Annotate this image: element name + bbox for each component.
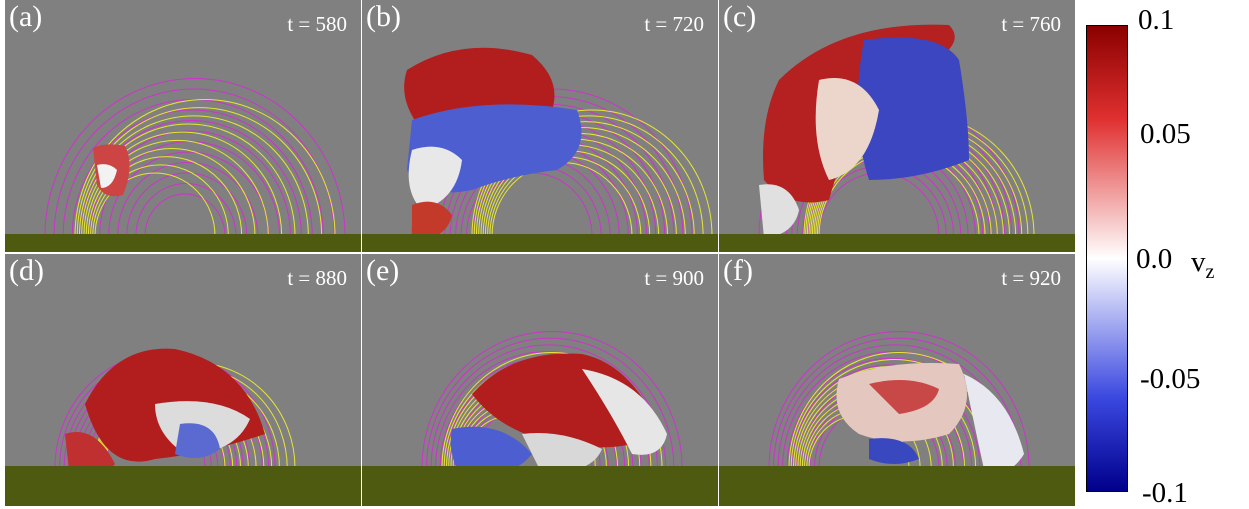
colorbar-title: vz (1191, 247, 1214, 287)
colorbar-tick: -0.05 (1140, 363, 1201, 395)
colorbar-tick: 0.05 (1140, 118, 1191, 150)
colorbar-title-sub: z (1205, 260, 1215, 283)
time-label: t = 580 (287, 12, 347, 36)
colorbar-tick: 0.1 (1138, 4, 1175, 36)
panel-label: (d) (9, 254, 44, 287)
panel-c: (c) t = 760 (719, 0, 1075, 252)
colorbar-gradient (1087, 26, 1127, 491)
simulation-image (362, 331, 718, 506)
simulation-image (719, 24, 1075, 252)
colorbar (1086, 25, 1128, 492)
panel-label: (b) (366, 0, 401, 33)
panel-f: (f) t = 920 (719, 254, 1075, 506)
simulation-image (5, 348, 361, 506)
panel-label: (c) (723, 0, 757, 33)
panel-e: (e) t = 900 (362, 254, 718, 506)
panel-b: (b) t = 720 (362, 0, 718, 252)
panel-label: (f) (723, 254, 753, 287)
time-label: t = 900 (644, 266, 704, 290)
panel-label: (a) (9, 0, 43, 33)
simulation-image (5, 78, 361, 252)
time-label: t = 760 (1001, 12, 1061, 36)
colorbar-tick: 0.0 (1136, 243, 1173, 275)
panel-a: (a) t = 580 (5, 0, 361, 252)
time-label: t = 720 (644, 12, 704, 36)
panel-label: (e) (366, 254, 400, 287)
simulation-image (362, 47, 718, 252)
simulation-image (719, 331, 1075, 506)
time-label: t = 880 (287, 266, 347, 290)
time-label: t = 920 (1001, 266, 1061, 290)
colorbar-tick: -0.1 (1142, 477, 1188, 509)
panel-d: (d) t = 880 (5, 254, 361, 506)
colorbar-title-main: v (1191, 246, 1206, 278)
